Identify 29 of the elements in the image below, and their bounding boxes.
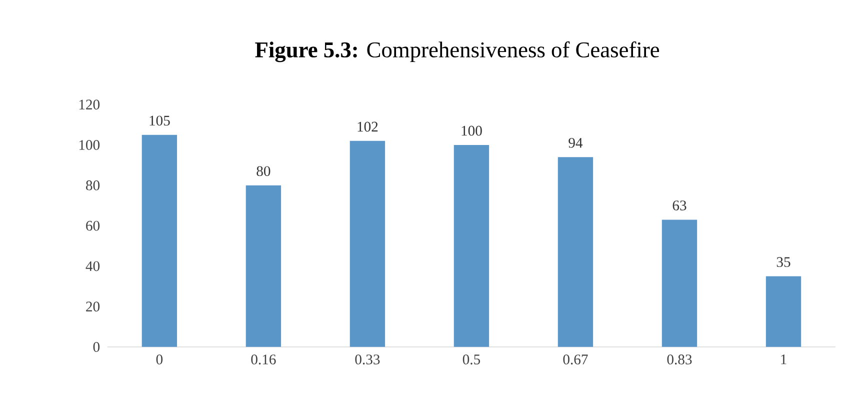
data-label: 35 <box>776 257 790 268</box>
bar <box>454 145 490 348</box>
x-tick-label: 0.16 <box>251 354 276 365</box>
chart-title: Figure 5.3: Comprehensiveness of Ceasefire <box>255 42 660 62</box>
bar <box>558 157 594 348</box>
data-label: 100 <box>462 126 482 136</box>
x-tick-label: 0 <box>156 354 163 365</box>
x-tick-label: 1 <box>781 354 786 364</box>
x-tick-label: 0.83 <box>667 354 692 365</box>
data-label: 94 <box>568 138 583 148</box>
data-label: 63 <box>672 200 686 211</box>
data-label: 105 <box>150 116 170 126</box>
y-tick-label: 120 <box>79 100 100 110</box>
y-tick-label: 100 <box>79 140 100 150</box>
x-tick-label: 0.5 <box>462 354 480 365</box>
bar <box>350 141 386 348</box>
x-tick-label: 0.33 <box>355 354 380 365</box>
y-tick-label: 80 <box>86 180 100 190</box>
y-tick-label: 0 <box>93 342 100 352</box>
data-label: 80 <box>256 166 270 176</box>
y-tick-label: 40 <box>86 261 100 272</box>
bar <box>142 135 178 348</box>
bar <box>246 186 282 348</box>
bar <box>766 276 802 348</box>
x-tick-label: 0.67 <box>563 354 588 365</box>
y-tick-label: 20 <box>86 302 100 312</box>
bar <box>662 220 698 348</box>
data-label: 102 <box>358 122 378 132</box>
y-tick-label: 60 <box>86 220 100 231</box>
